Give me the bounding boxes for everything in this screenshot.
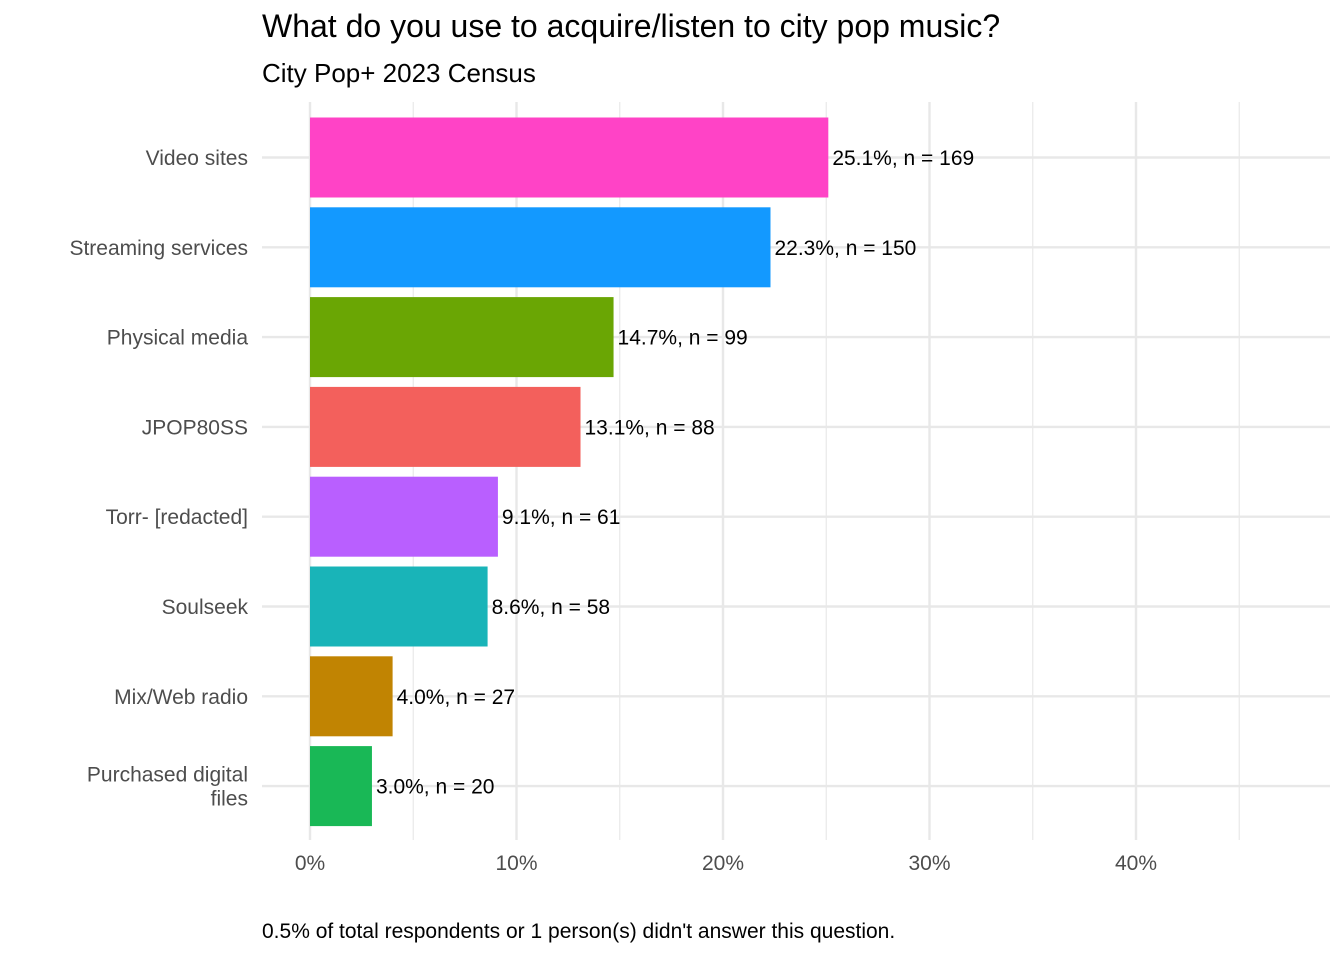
y-tick-label: Purchased digital files [87, 764, 248, 811]
bar [310, 746, 372, 827]
y-tick-label: Mix/Web radio [114, 686, 248, 709]
x-tick-label: 30% [908, 852, 950, 875]
y-tick-label: Soulseek [162, 596, 249, 619]
data-label: 3.0%, n = 20 [376, 776, 495, 799]
y-tick-label: JPOP80SS [142, 416, 248, 439]
chart-title: What do you use to acquire/listen to cit… [262, 8, 1001, 44]
bar [310, 297, 614, 378]
data-label: 9.1%, n = 61 [502, 506, 621, 529]
data-label: 8.6%, n = 58 [492, 596, 611, 619]
y-tick-label: Torr- [redacted] [106, 506, 248, 529]
y-tick-label: Physical media [107, 327, 249, 350]
bar [310, 476, 498, 557]
x-axis-labels: 0% 10% 20% 30% 40% [295, 852, 1157, 875]
bar [310, 117, 829, 198]
data-label: 25.1%, n = 169 [832, 147, 974, 170]
x-tick-label: 10% [495, 852, 537, 875]
bar [310, 386, 581, 467]
data-label: 14.7%, n = 99 [618, 327, 748, 350]
bar [310, 566, 488, 647]
y-tick-label: Video sites [146, 147, 248, 170]
data-labels: 25.1%, n = 169 22.3%, n = 150 14.7%, n = 9… [376, 147, 974, 799]
chart-caption: 0.5% of total respondents or 1 person(s)… [262, 920, 896, 943]
x-tick-label: 0% [295, 852, 325, 875]
y-axis-labels: Video sites Streaming services Physical me… [69, 147, 248, 811]
bars [310, 117, 829, 827]
x-tick-label: 20% [702, 852, 744, 875]
data-label: 13.1%, n = 88 [585, 416, 715, 439]
bar [310, 207, 771, 288]
chart-subtitle: City Pop+ 2023 Census [262, 58, 536, 88]
x-tick-label: 40% [1115, 852, 1157, 875]
data-label: 4.0%, n = 27 [397, 686, 516, 709]
data-label: 22.3%, n = 150 [774, 237, 916, 260]
bar [310, 656, 393, 737]
y-tick-label: Streaming services [69, 237, 248, 260]
